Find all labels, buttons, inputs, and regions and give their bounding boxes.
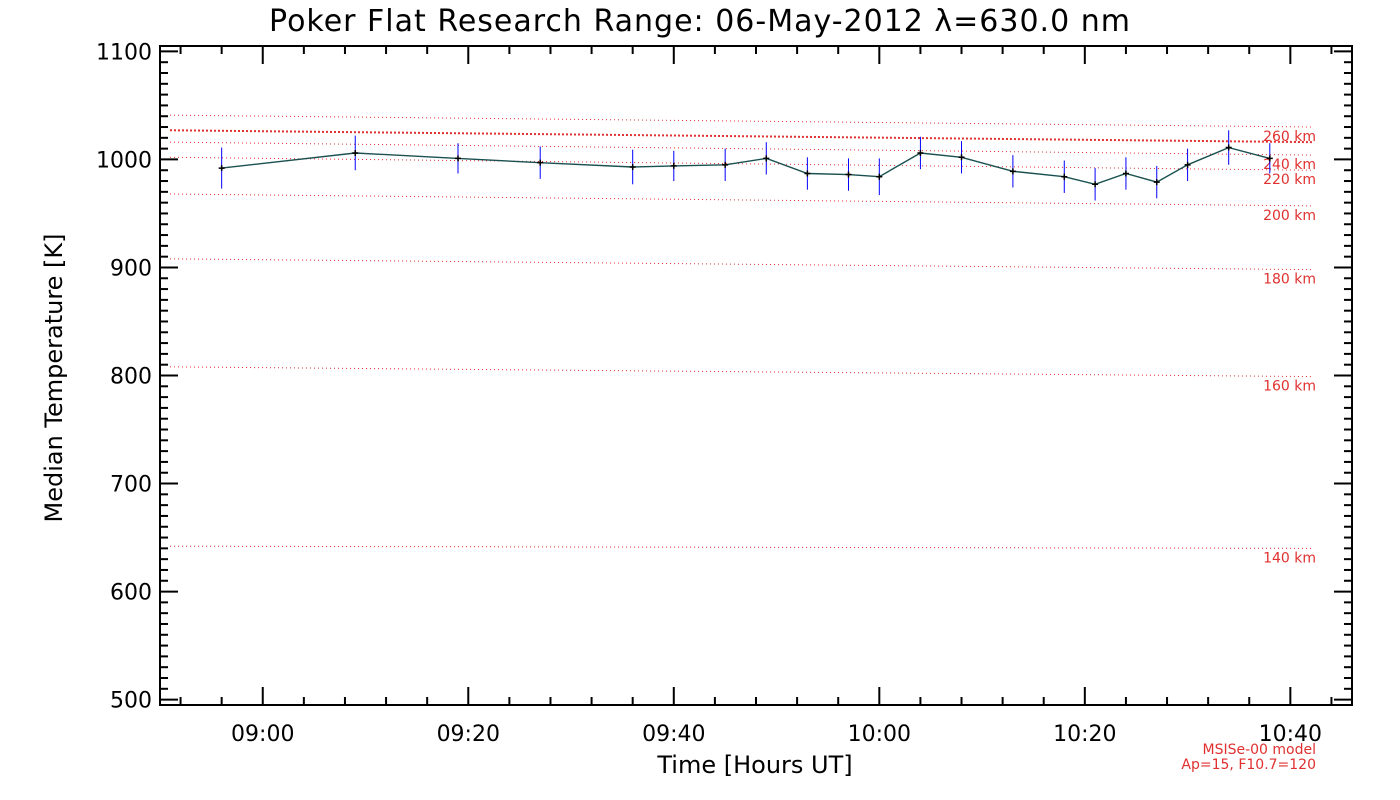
data-point-3	[455, 155, 461, 162]
x-tick-label: 10:40	[1259, 722, 1322, 747]
x-tick-label: 09:00	[231, 722, 294, 747]
data-point-4	[537, 159, 544, 166]
data-point-20	[1225, 144, 1232, 151]
data-point-2	[352, 149, 359, 156]
data-point-9	[804, 170, 811, 177]
y-axis-title: Median Temperature [K]	[40, 233, 68, 522]
reference-label-260-km: 260 km	[1263, 129, 1316, 145]
data-point-13	[958, 154, 965, 161]
plot-frame	[159, 45, 1353, 706]
y-tick-label: 1000	[96, 148, 152, 173]
model-note-line-2: Ap=15, F10.7=120	[1181, 757, 1316, 773]
reference-line-3	[169, 258, 1313, 271]
x-tick-label: 10:20	[1053, 722, 1116, 747]
data-point-7	[722, 161, 729, 168]
data-point-8	[763, 155, 770, 162]
reference-line-7	[169, 114, 1313, 128]
reference-label-180-km: 180 km	[1263, 272, 1316, 288]
x-axis-title: Time [Hours UT]	[656, 751, 852, 779]
reference-line-5	[169, 156, 1313, 171]
data-series	[218, 130, 1273, 201]
reference-label-160-km: 160 km	[1263, 379, 1316, 395]
y-tick-label: 600	[110, 581, 152, 606]
reference-line-2	[169, 366, 1313, 378]
reference-label-140-km: 140 km	[1263, 550, 1316, 566]
data-point-16	[1092, 181, 1099, 188]
data-point-10	[845, 171, 852, 178]
reference-label-240-km: 240 km	[1263, 157, 1316, 173]
series-line-1	[221, 146, 1270, 186]
y-tick-label: 500	[110, 689, 152, 714]
data-point-5	[629, 163, 636, 170]
axes: 500 600 700 800 900 1000 1100 09:00 09:20 09:40 10…	[96, 40, 1353, 747]
reference-label-200-km: 200 km	[1263, 208, 1316, 224]
data-point-18	[1153, 179, 1160, 186]
data-point-19	[1184, 161, 1191, 168]
model-note-line-1: MSISe-00 model	[1202, 742, 1316, 758]
reference-line-8	[169, 129, 1313, 144]
reference-line-4	[169, 193, 1313, 207]
x-tick-label: 09:20	[437, 722, 500, 747]
reference-line-1	[169, 545, 1313, 549]
data-point-6	[670, 162, 677, 169]
data-point-15	[1061, 173, 1068, 180]
data-point-12	[917, 149, 924, 156]
data-point-14	[1009, 168, 1016, 175]
data-point-1	[218, 165, 225, 172]
data-point-17	[1122, 170, 1129, 177]
y-tick-label: 700	[110, 473, 152, 498]
x-tick-label: 10:00	[848, 722, 911, 747]
y-tick-label: 1100	[96, 40, 152, 65]
reference-label-220-km: 220 km	[1263, 172, 1316, 188]
y-tick-label: 900	[110, 256, 152, 281]
data-point-11	[876, 173, 883, 180]
x-tick-label: 09:40	[642, 722, 705, 747]
data-point-21	[1266, 155, 1273, 162]
chart-title: Poker Flat Research Range: 06-May-2012 λ…	[269, 4, 1131, 39]
y-tick-label: 800	[110, 365, 152, 390]
reference-line-6	[169, 141, 1313, 156]
